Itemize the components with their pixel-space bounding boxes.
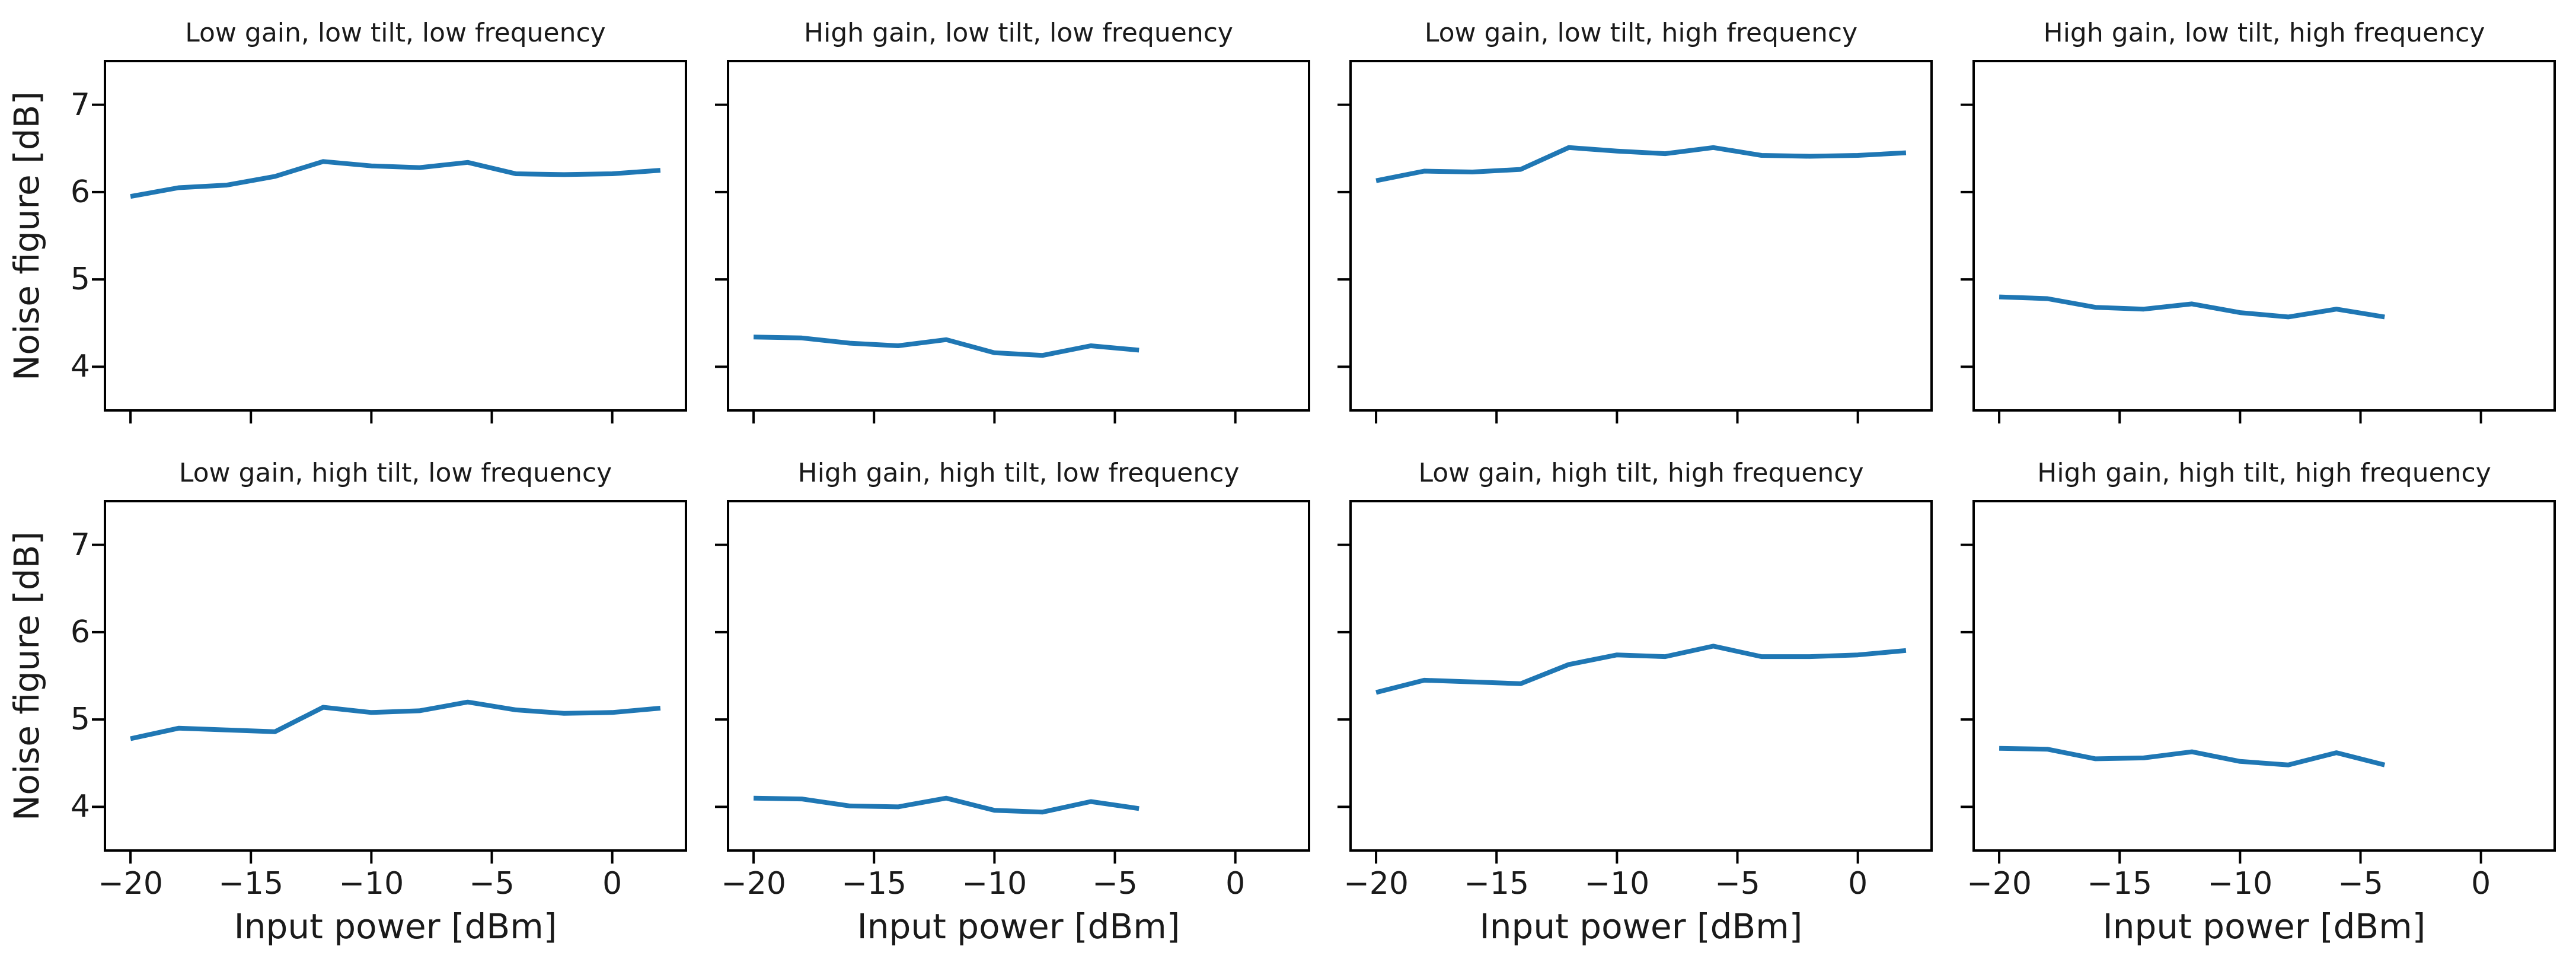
subplot-title: High gain, high tilt, low frequency (797, 458, 1240, 488)
x-tick-label: −20 (721, 866, 786, 902)
plot-area (1961, 60, 2556, 423)
y-tick-label: 4 (70, 789, 90, 825)
y-axis-label: Noise figure [dB] (7, 91, 47, 381)
x-tick-label: −20 (1967, 866, 2032, 902)
axes-spines (1349, 500, 1933, 852)
x-axis-label: Input power [dBm] (857, 906, 1180, 947)
data-line (130, 159, 661, 199)
axes-spines (727, 60, 1310, 412)
axes-spines (1972, 500, 2556, 852)
data-line (1375, 644, 1907, 695)
x-tick-label: 0 (1225, 866, 1246, 902)
y-tick-label: 5 (70, 262, 90, 298)
data-line (754, 335, 1139, 358)
subplot-title: High gain, low tilt, low frequency (804, 18, 1233, 48)
data-line (1999, 294, 2385, 320)
plot-area (92, 500, 687, 864)
x-tick-label: −5 (2338, 866, 2383, 902)
subplot-title: Low gain, high tilt, low frequency (178, 458, 612, 488)
x-tick-label: −15 (218, 866, 284, 902)
axes-spines (727, 500, 1310, 852)
x-tick-label: −20 (1343, 866, 1409, 902)
plot-area (1338, 500, 1933, 864)
x-tick-label: 0 (602, 866, 623, 902)
x-tick-label: −5 (469, 866, 515, 902)
axes-spines (104, 60, 687, 412)
y-tick-label: 6 (70, 174, 90, 210)
subplot-title: Low gain, high tilt, high frequency (1418, 458, 1864, 488)
data-line (130, 699, 661, 741)
x-tick-label: −20 (98, 866, 163, 902)
x-tick-label: −10 (2207, 866, 2273, 902)
axes-spines (104, 500, 687, 852)
plot-area (92, 60, 687, 423)
x-tick-label: −15 (841, 866, 907, 902)
subplot-title: Low gain, low tilt, high frequency (1424, 18, 1858, 48)
x-tick-label: 0 (2471, 866, 2491, 902)
subplot-title: High gain, low tilt, high frequency (2043, 18, 2485, 48)
x-tick-label: −5 (1092, 866, 1138, 902)
data-line (1375, 145, 1907, 183)
plot-area (1338, 60, 1933, 423)
x-tick-label: −15 (2087, 866, 2153, 902)
subplot-title: Low gain, low tilt, low frequency (185, 18, 606, 48)
y-axis-label: Noise figure [dB] (7, 531, 47, 821)
data-line (754, 795, 1139, 815)
y-tick-label: 4 (70, 349, 90, 385)
axes-spines (1972, 60, 2556, 412)
x-tick-label: −15 (1464, 866, 1530, 902)
plot-area (715, 60, 1310, 423)
plot-area (1961, 500, 2556, 864)
x-axis-label: Input power [dBm] (234, 906, 557, 947)
x-axis-label: Input power [dBm] (2102, 906, 2426, 947)
y-tick-label: 6 (70, 614, 90, 650)
x-tick-label: −10 (339, 866, 404, 902)
x-tick-label: −10 (962, 866, 1027, 902)
data-line (1999, 746, 2386, 767)
y-tick-label: 7 (70, 87, 90, 123)
x-axis-label: Input power [dBm] (1479, 906, 1803, 947)
y-tick-label: 7 (70, 527, 90, 563)
x-tick-label: −10 (1584, 866, 1650, 902)
axes-spines (1349, 60, 1933, 412)
x-tick-label: 0 (1848, 866, 1868, 902)
y-tick-label: 5 (70, 702, 90, 738)
subplot-title: High gain, high tilt, high frequency (2037, 458, 2491, 488)
plot-area (715, 500, 1310, 864)
x-tick-label: −5 (1715, 866, 1760, 902)
